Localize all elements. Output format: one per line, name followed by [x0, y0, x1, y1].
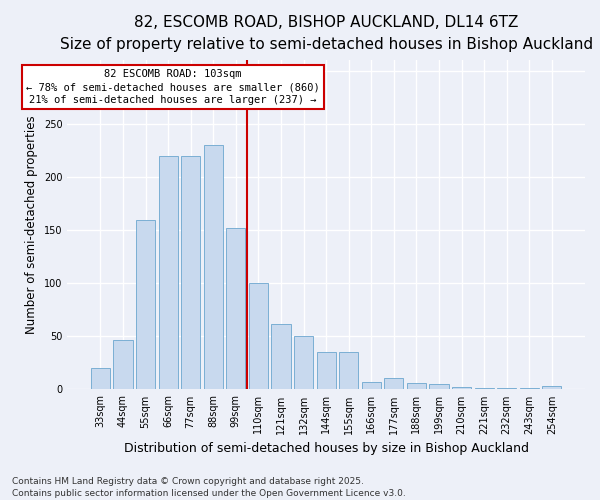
Y-axis label: Number of semi-detached properties: Number of semi-detached properties	[25, 116, 38, 334]
Bar	[520, 388, 539, 390]
Bar	[226, 228, 245, 390]
Bar	[542, 386, 562, 390]
Bar	[181, 156, 200, 390]
Bar	[294, 336, 313, 390]
Bar	[317, 352, 336, 390]
Bar	[158, 156, 178, 390]
Bar	[384, 378, 403, 390]
Bar	[430, 384, 449, 390]
Bar	[113, 340, 133, 390]
Bar	[271, 324, 290, 390]
Text: 82 ESCOMB ROAD: 103sqm
← 78% of semi-detached houses are smaller (860)
21% of se: 82 ESCOMB ROAD: 103sqm ← 78% of semi-det…	[26, 69, 319, 105]
Bar	[497, 388, 517, 390]
Bar	[136, 220, 155, 390]
Bar	[362, 382, 381, 390]
Bar	[475, 388, 494, 390]
X-axis label: Distribution of semi-detached houses by size in Bishop Auckland: Distribution of semi-detached houses by …	[124, 442, 529, 455]
Title: 82, ESCOMB ROAD, BISHOP AUCKLAND, DL14 6TZ
Size of property relative to semi-det: 82, ESCOMB ROAD, BISHOP AUCKLAND, DL14 6…	[59, 15, 593, 52]
Bar	[203, 145, 223, 390]
Bar	[249, 284, 268, 390]
Bar	[91, 368, 110, 390]
Bar	[452, 388, 471, 390]
Bar	[339, 352, 358, 390]
Text: Contains HM Land Registry data © Crown copyright and database right 2025.
Contai: Contains HM Land Registry data © Crown c…	[12, 476, 406, 498]
Bar	[407, 383, 426, 390]
